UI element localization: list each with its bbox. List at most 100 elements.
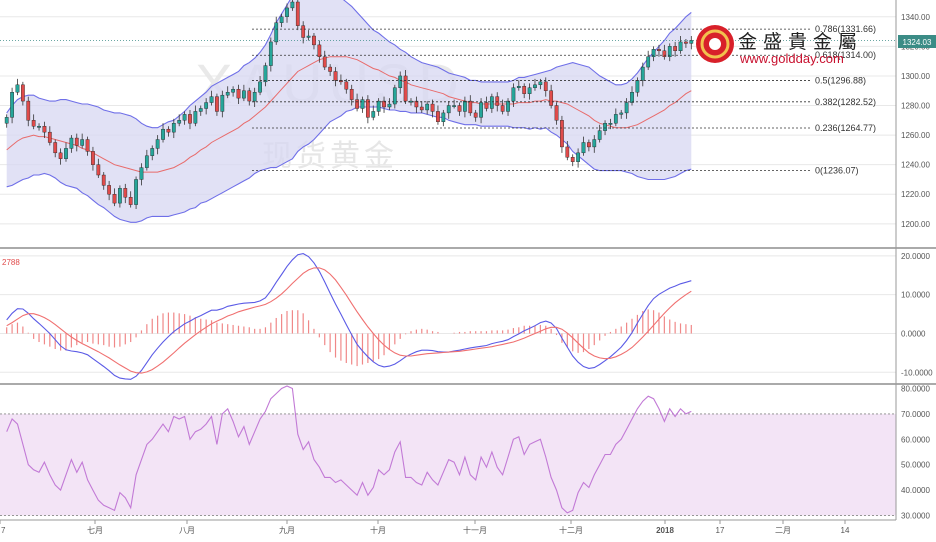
logo-emblem-center bbox=[709, 38, 721, 50]
current-price-box bbox=[898, 35, 936, 48]
fib-level-label: 0(1236.07) bbox=[815, 165, 859, 175]
candle-body bbox=[684, 41, 688, 44]
candle-body bbox=[312, 35, 316, 46]
candle-body bbox=[446, 105, 451, 114]
logo-name: 金盛貴金屬 bbox=[738, 31, 863, 53]
candle-body bbox=[376, 100, 381, 112]
candle-body bbox=[484, 102, 489, 109]
candle-body bbox=[328, 66, 333, 72]
candle-body bbox=[263, 65, 268, 83]
candle-body bbox=[96, 164, 101, 176]
candle-body bbox=[80, 139, 85, 146]
rsi-band-fill bbox=[0, 413, 896, 516]
rsi-tick-label: 60.0000 bbox=[901, 435, 930, 444]
candle-body bbox=[295, 1, 300, 26]
candle-body bbox=[26, 100, 31, 121]
candle-body bbox=[592, 139, 597, 148]
candle-body bbox=[533, 84, 537, 88]
candle-body bbox=[479, 102, 483, 118]
candle-body bbox=[37, 126, 41, 128]
candle-body bbox=[689, 40, 694, 44]
candle-body bbox=[543, 81, 548, 91]
x-tick-label: 14 bbox=[841, 526, 850, 535]
rsi-tick-label: 80.0000 bbox=[901, 385, 930, 394]
candle-body bbox=[581, 142, 586, 154]
candle-body bbox=[549, 90, 554, 106]
candle-body bbox=[667, 46, 672, 57]
current-price-label: 1324.03 bbox=[903, 38, 932, 47]
x-tick-label: 7 bbox=[1, 526, 6, 535]
candle-body bbox=[118, 188, 122, 204]
candle-body bbox=[630, 92, 634, 103]
candle-body bbox=[608, 123, 613, 125]
price-pane bbox=[0, 0, 896, 225]
bollinger-band-fill bbox=[6, 0, 692, 223]
candle-body bbox=[624, 102, 629, 114]
candle-body bbox=[317, 44, 322, 57]
candle-body bbox=[646, 56, 651, 68]
candle-body bbox=[489, 96, 494, 109]
price-tick-label: 1300.00 bbox=[901, 72, 930, 81]
candle-body bbox=[204, 102, 209, 109]
candle-body bbox=[365, 99, 370, 118]
candle-body bbox=[570, 157, 575, 162]
rsi-y-axis: 30.0000 40.0000 50.0000 60.0000 70.0000 80.00… bbox=[901, 385, 930, 521]
x-tick-label: 二月 bbox=[775, 526, 791, 535]
candle-body bbox=[134, 179, 138, 205]
candle-body bbox=[42, 126, 47, 133]
macd-tick-label: 10.0000 bbox=[901, 291, 930, 300]
candle-body bbox=[349, 89, 354, 100]
logo-url: www.goldday.com bbox=[739, 51, 844, 66]
candle-body bbox=[274, 22, 279, 43]
x-tick-label: 十一月 bbox=[463, 525, 487, 535]
candle-body bbox=[538, 81, 543, 86]
x-tick-label: 七月 bbox=[87, 526, 103, 535]
candle-body bbox=[242, 90, 246, 99]
candle-body bbox=[139, 167, 144, 180]
candle-body bbox=[215, 96, 219, 112]
macd-signal-line bbox=[6, 267, 692, 374]
price-tick-label: 1200.00 bbox=[901, 220, 930, 229]
candle-body bbox=[123, 188, 128, 198]
x-tick-label: 17 bbox=[716, 526, 725, 535]
candle-body bbox=[527, 87, 532, 94]
candle-body bbox=[662, 50, 667, 57]
candle-body bbox=[91, 151, 95, 165]
candle-body bbox=[279, 16, 284, 23]
candle-body bbox=[657, 49, 661, 52]
candle-body bbox=[209, 96, 214, 103]
candle-body bbox=[565, 146, 570, 158]
candle-body bbox=[31, 120, 36, 127]
candle-body bbox=[382, 100, 386, 108]
candle-body bbox=[387, 103, 392, 108]
candle-body bbox=[506, 100, 510, 112]
candle-body bbox=[177, 120, 182, 124]
candle-body bbox=[290, 1, 295, 9]
fib-level-label: 0.236(1264.77) bbox=[815, 123, 876, 133]
current-price-tag: 1324.03 bbox=[898, 35, 936, 48]
x-tick-label: 十二月 bbox=[559, 525, 583, 535]
candle-body bbox=[10, 92, 14, 118]
candle-body bbox=[398, 75, 403, 88]
price-tick-label: 1340.00 bbox=[901, 13, 930, 22]
candle-body bbox=[85, 139, 90, 152]
candle-body bbox=[597, 130, 602, 140]
candle-body bbox=[128, 196, 133, 205]
price-tick-label: 1240.00 bbox=[901, 161, 930, 170]
candle-body bbox=[220, 94, 225, 112]
bollinger-middle-line bbox=[6, 56, 692, 173]
fib-level-label: 0.5(1296.88) bbox=[815, 76, 866, 86]
fib-level-label: 0.786(1331.66) bbox=[815, 24, 876, 34]
candle-body bbox=[155, 139, 160, 149]
candle-body bbox=[651, 49, 656, 57]
price-tick-label: 1260.00 bbox=[901, 131, 930, 140]
rsi-tick-label: 30.0000 bbox=[901, 511, 930, 520]
candle-body bbox=[285, 7, 289, 17]
candle-body bbox=[640, 66, 645, 81]
candle-body bbox=[587, 142, 591, 148]
candle-body bbox=[4, 117, 9, 124]
candle-body bbox=[425, 103, 430, 111]
candle-body bbox=[635, 80, 640, 93]
x-axis: 7 七月 八月 九月 十月 十一月 十二月 2018 17 二月 14 bbox=[0, 520, 850, 535]
candle-body bbox=[268, 41, 273, 66]
